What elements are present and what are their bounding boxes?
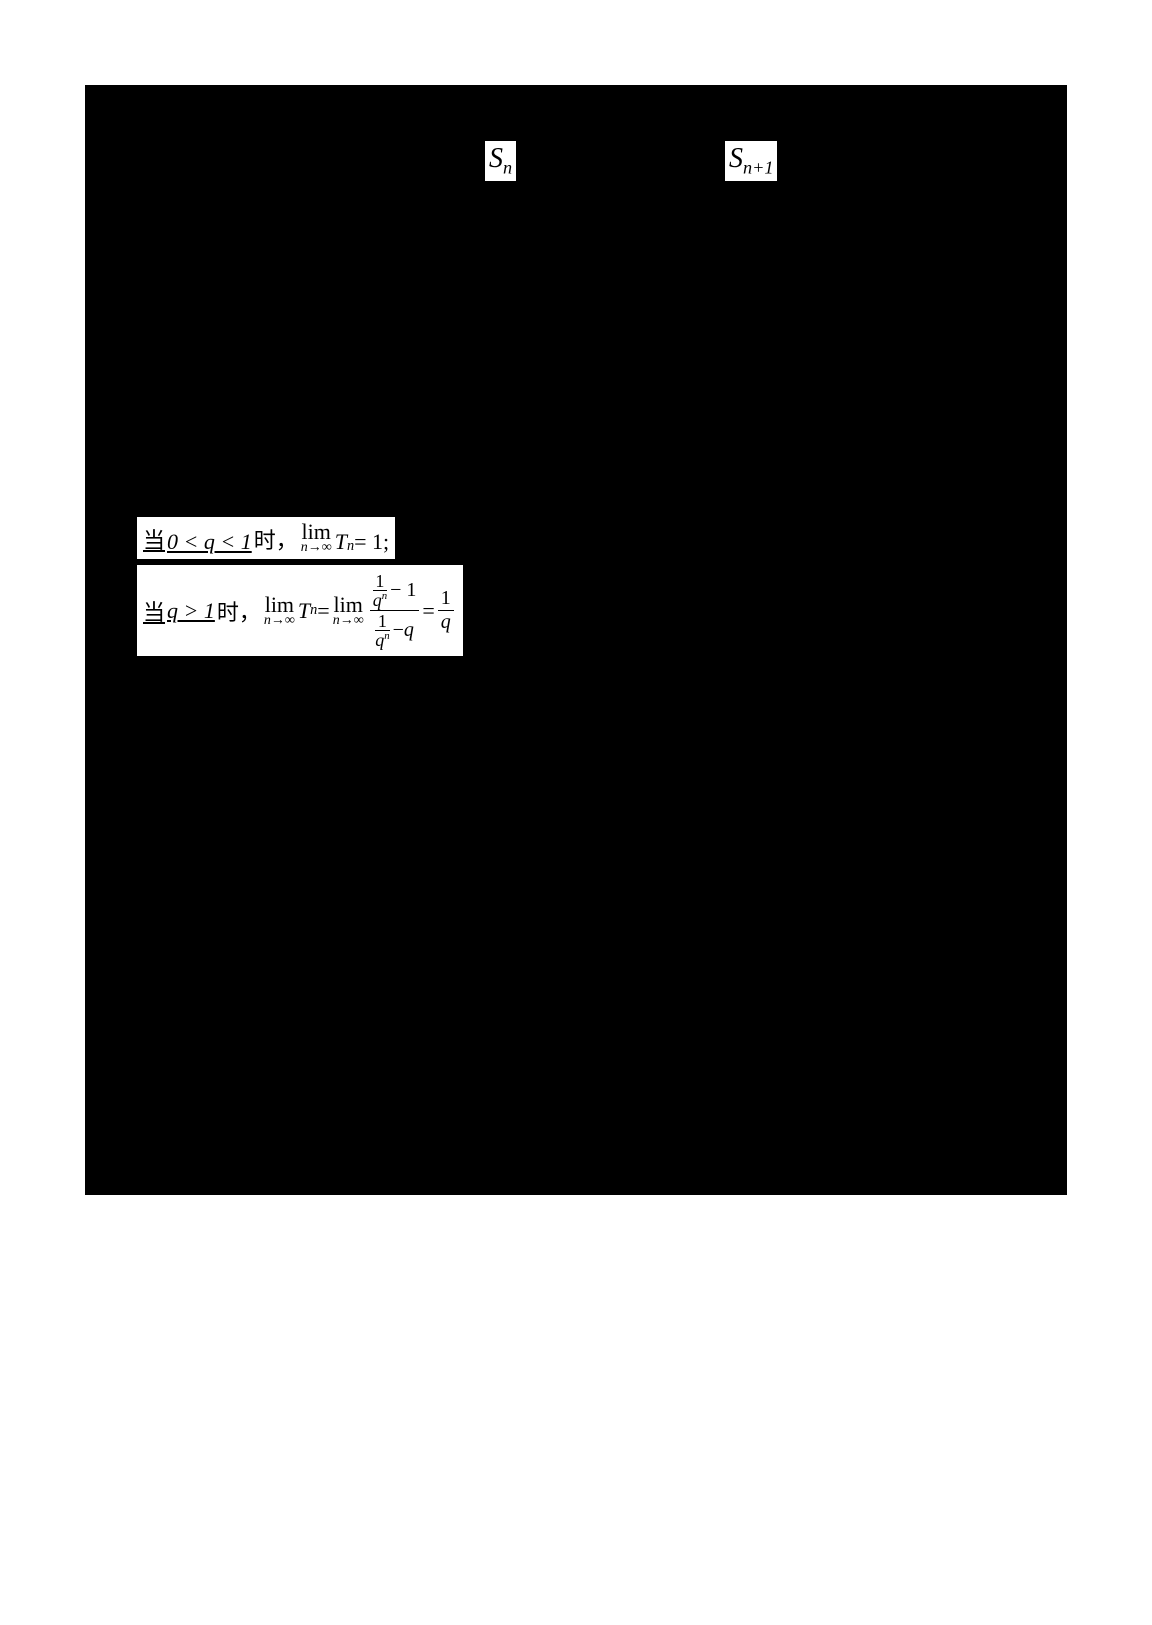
Sn-sub: n bbox=[503, 158, 512, 178]
l1-cond: 0 < q < 1 bbox=[167, 529, 252, 555]
Sn1-sub: n+1 bbox=[743, 158, 773, 178]
l2-num-innerfrac: 1 qn bbox=[373, 572, 387, 609]
l2-T1: T bbox=[298, 598, 310, 624]
l2-bigfrac-den: 1 qn − q bbox=[372, 611, 417, 650]
l2-T1sub: n bbox=[310, 602, 317, 619]
l2-prefix: 当 bbox=[143, 595, 165, 627]
box-Sn: Sn bbox=[485, 141, 516, 181]
l2-lim2: lim n→∞ bbox=[333, 594, 364, 628]
l2-rhs-den: q bbox=[438, 611, 454, 634]
l2-cond: q > 1 bbox=[167, 598, 215, 624]
l1-Tsub: n bbox=[347, 538, 354, 555]
l2-rhs-num: 1 bbox=[438, 587, 454, 610]
l2-rhs-frac: 1 q bbox=[438, 587, 454, 634]
l1-T: T bbox=[335, 529, 347, 555]
page-black-frame: Sn Sn+1 当 0 < q < 1 时， lim n→∞ Tn = 1; 当… bbox=[85, 85, 1067, 1195]
l2-den-tail-q: q bbox=[404, 620, 414, 641]
l1-prefix: 当 bbox=[143, 523, 165, 555]
l2-lim1-sub: n→∞ bbox=[264, 614, 295, 628]
l2-suffix: 时， bbox=[217, 595, 261, 627]
l2-den-innerfrac: 1 qn bbox=[375, 612, 389, 649]
l2-bigfrac-num: 1 qn − 1 bbox=[370, 571, 420, 610]
l2-den-inner-den-q: q bbox=[375, 630, 384, 650]
l2-den-inner-den-n: n bbox=[384, 630, 389, 642]
l2-den-inner-num: 1 bbox=[378, 612, 387, 630]
l2-den-tail-minus: − bbox=[393, 620, 404, 641]
l2-eq1: = bbox=[317, 598, 329, 624]
l2-num-inner-den: qn bbox=[373, 591, 387, 609]
l2-num-tail: − 1 bbox=[390, 580, 416, 601]
l1-eq: = 1; bbox=[354, 529, 389, 555]
l2-bigfrac: 1 qn − 1 1 qn − q bbox=[370, 571, 420, 650]
Sn-var: S bbox=[489, 143, 503, 174]
l2-den-inner-den: qn bbox=[375, 631, 389, 649]
Sn1-var: S bbox=[729, 143, 743, 174]
l2-num-inner-den-q: q bbox=[373, 590, 382, 610]
l2-lim2-sub: n→∞ bbox=[333, 614, 364, 628]
l2-num-inner-num: 1 bbox=[375, 572, 384, 590]
math-line-2: 当 q > 1 时， lim n→∞ Tn = lim n→∞ 1 qn bbox=[137, 565, 463, 656]
l2-lim1: lim n→∞ bbox=[264, 594, 295, 628]
l1-lim-sub: n→∞ bbox=[301, 541, 332, 555]
l1-suffix: 时， bbox=[254, 523, 298, 555]
l2-num-inner-den-n: n bbox=[382, 590, 387, 602]
l2-eq2: = bbox=[422, 598, 434, 624]
math-line-1: 当 0 < q < 1 时， lim n→∞ Tn = 1; bbox=[137, 517, 395, 559]
l1-lim: lim n→∞ bbox=[301, 521, 332, 555]
box-Sn1: Sn+1 bbox=[725, 141, 777, 181]
